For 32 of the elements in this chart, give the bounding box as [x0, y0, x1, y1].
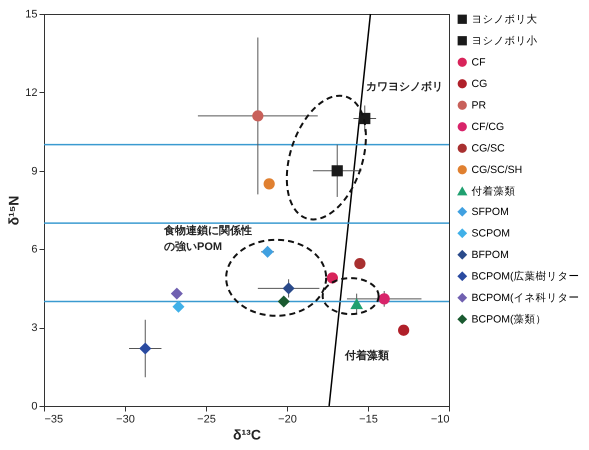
legend-label: CG/SC/SH	[472, 164, 522, 176]
legend-label: BCPOM(広葉樹リター	[472, 269, 580, 282]
legend-label: CF/CG	[472, 120, 504, 133]
y-tick-label: 0	[31, 400, 38, 412]
annotation: 食物連鎖に関係性の強いPOM	[163, 224, 252, 253]
x-tick-label: −15	[359, 414, 378, 426]
x-tick-label: −30	[116, 414, 135, 426]
x-tick-label: −20	[278, 414, 297, 426]
x-tick-label: −10	[430, 414, 450, 426]
x-axis-title: δ¹³C	[233, 426, 261, 442]
legend-label: BCPOM(イネ科リター	[472, 292, 580, 304]
legend-label: ヨシノボリ小	[472, 34, 538, 47]
y-tick-label: 15	[25, 8, 38, 20]
y-tick-label: 3	[31, 322, 38, 334]
legend-label: BFPOM	[472, 248, 509, 261]
legend-label: 付着藻類	[472, 184, 516, 198]
y-axis-title: δ¹⁵N	[5, 196, 22, 226]
legend-label: CG	[472, 78, 488, 90]
legend-label: CF	[472, 56, 486, 68]
legend-label: SFPOM	[472, 206, 509, 218]
legend-label: CG/SC	[472, 142, 506, 154]
y-tick-label: 9	[31, 165, 38, 178]
x-tick-label: −35	[44, 414, 64, 426]
y-tick-label: 12	[25, 86, 38, 99]
annotation: 付着藻類	[344, 349, 389, 362]
legend-label: ヨシノボリ大	[472, 12, 538, 26]
legend-label: BCPOM(藻類）	[472, 312, 546, 326]
annotation: カワヨシノボリ	[366, 81, 443, 93]
legend-label: PR	[472, 99, 487, 112]
legend-label: SCPOM	[472, 227, 510, 240]
x-tick-label: −25	[197, 414, 216, 426]
y-tick-label: 6	[31, 244, 38, 256]
